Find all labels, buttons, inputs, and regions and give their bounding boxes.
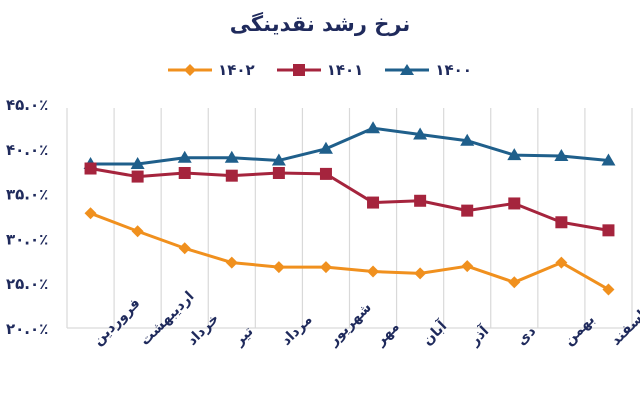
series-line xyxy=(90,211,610,291)
square-marker xyxy=(508,197,521,210)
y-tick-label: ۴۵.۰٪ xyxy=(6,96,48,114)
diamond-marker xyxy=(555,256,568,269)
square-marker xyxy=(367,196,380,209)
triangle-marker xyxy=(507,148,522,161)
legend-item: ۱۴۰۱ xyxy=(276,61,364,79)
chart-legend: ۱۴۰۲ ۱۴۰۱ ۱۴۰۰ xyxy=(0,60,640,80)
triangle-marker xyxy=(601,153,616,166)
square-legend-icon xyxy=(276,64,321,76)
diamond-marker xyxy=(367,265,380,278)
square-marker xyxy=(319,167,332,180)
diamond-legend-icon xyxy=(168,64,213,76)
diamond-marker xyxy=(84,207,97,220)
diamond-marker xyxy=(319,261,332,274)
legend-item: ۱۴۰۲ xyxy=(168,61,255,79)
triangle-marker xyxy=(224,150,239,163)
series-line xyxy=(90,126,609,166)
x-tick-label: مهر xyxy=(372,319,403,350)
triangle-marker xyxy=(366,121,381,134)
x-tick-label: مرداد xyxy=(278,312,315,349)
diamond-marker xyxy=(178,242,191,255)
diamond-marker xyxy=(461,260,474,273)
y-tick-label: ۳۵.۰٪ xyxy=(6,186,48,204)
legend-label: ۱۴۰۱ xyxy=(326,61,364,79)
diamond-marker xyxy=(272,261,285,274)
triangle-legend-icon xyxy=(385,64,430,75)
gridlines xyxy=(66,108,633,328)
square-marker xyxy=(555,216,568,229)
y-axis: ۲۰.۰٪ ۲۵.۰٪ ۳۰.۰٪ ۳۵.۰٪ ۴۰.۰٪ ۴۵.۰٪ xyxy=(6,96,48,338)
diamond-marker xyxy=(602,283,615,296)
x-tick-label: آبان xyxy=(418,316,451,349)
chart-title: نرخ رشد نقدینگی xyxy=(229,12,411,36)
x-tick-label: دی xyxy=(514,323,539,348)
legend-label: ۱۴۰۲ xyxy=(218,61,255,79)
diamond-marker xyxy=(225,256,238,269)
triangle-marker xyxy=(413,127,428,140)
series-line xyxy=(90,167,609,232)
x-tick-label: خرداد xyxy=(184,311,222,349)
y-tick-label: ۳۰.۰٪ xyxy=(6,230,48,248)
square-marker xyxy=(178,166,191,179)
legend-label: ۱۴۰۰ xyxy=(435,61,472,79)
triangle-marker xyxy=(460,133,475,146)
square-marker xyxy=(225,169,238,182)
y-tick-label: ۲۰.۰٪ xyxy=(6,320,48,338)
series-square xyxy=(84,162,615,237)
diamond-marker xyxy=(508,276,521,289)
diamond-marker xyxy=(131,225,144,238)
square-marker xyxy=(602,224,615,237)
y-tick-label: ۲۵.۰٪ xyxy=(6,275,48,293)
x-tick-label: بهمن xyxy=(561,312,598,349)
triangle-marker xyxy=(318,141,333,154)
square-marker xyxy=(272,166,285,179)
square-marker xyxy=(131,170,144,183)
y-tick-label: ۴۰.۰٪ xyxy=(6,141,48,159)
triangle-marker xyxy=(554,148,569,161)
triangle-marker xyxy=(130,157,145,170)
diamond-marker xyxy=(414,267,427,280)
series-diamond xyxy=(84,207,615,296)
square-marker xyxy=(414,194,427,207)
triangle-marker xyxy=(177,150,192,163)
square-marker xyxy=(461,204,474,217)
x-tick-label: آذر xyxy=(465,321,493,349)
series-triangle xyxy=(83,121,616,170)
x-tick-label: فروردین xyxy=(90,295,144,349)
legend-item: ۱۴۰۰ xyxy=(385,61,472,79)
square-marker xyxy=(84,162,97,175)
triangle-marker xyxy=(271,153,286,166)
